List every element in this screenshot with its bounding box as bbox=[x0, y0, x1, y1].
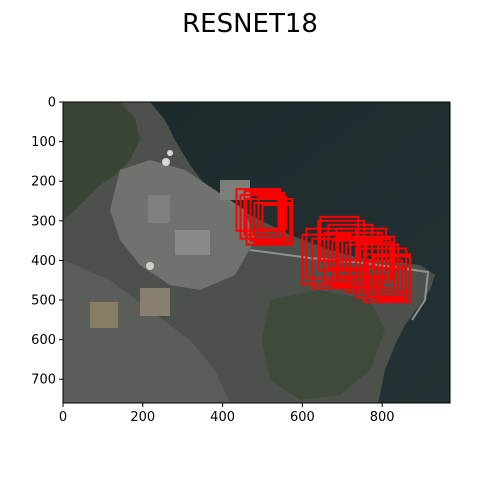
bounding-box bbox=[337, 235, 396, 290]
chart-title: RESNET18 bbox=[182, 9, 318, 39]
bounding-box bbox=[377, 267, 408, 302]
storage-tank bbox=[167, 150, 173, 156]
x-tick-label: 0 bbox=[59, 410, 67, 425]
x-tick-label: 400 bbox=[210, 410, 235, 425]
x-tick-label: 600 bbox=[290, 410, 315, 425]
bounding-box bbox=[373, 255, 412, 294]
bounding-boxes bbox=[235, 188, 412, 304]
town-area bbox=[63, 260, 230, 403]
y-tick-label: 300 bbox=[31, 214, 56, 229]
industrial-area bbox=[110, 160, 255, 290]
storage-tank bbox=[146, 262, 154, 270]
x-tick-label: 800 bbox=[370, 410, 395, 425]
bounding-box bbox=[235, 188, 282, 232]
bounding-box bbox=[341, 231, 384, 270]
bounding-box bbox=[367, 259, 404, 298]
bounding-box bbox=[261, 203, 294, 240]
bounding-box bbox=[257, 196, 288, 230]
plot-frame bbox=[62, 101, 451, 404]
y-tick-label: 500 bbox=[31, 294, 56, 309]
field-patch bbox=[140, 288, 170, 316]
y-tick-label: 0 bbox=[48, 96, 56, 111]
y-tick-label: 200 bbox=[31, 175, 56, 190]
bounding-box bbox=[253, 201, 292, 244]
x-axis: 0 200 400 600 800 bbox=[59, 403, 395, 425]
coastal-vegetation bbox=[63, 102, 140, 220]
building-block bbox=[148, 195, 170, 223]
y-tick-label: 400 bbox=[31, 254, 56, 269]
bounding-box bbox=[249, 192, 286, 242]
building-block bbox=[175, 230, 210, 255]
southern-green-area bbox=[262, 290, 385, 400]
y-tick-label: 600 bbox=[31, 333, 56, 348]
y-tick-label: 100 bbox=[31, 135, 56, 150]
field-patch bbox=[90, 302, 118, 328]
x-tick-label: 200 bbox=[130, 410, 155, 425]
y-axis: 0 100 200 300 400 500 600 700 bbox=[31, 96, 63, 388]
y-tick-label: 700 bbox=[31, 373, 56, 388]
storage-tank bbox=[162, 158, 170, 166]
